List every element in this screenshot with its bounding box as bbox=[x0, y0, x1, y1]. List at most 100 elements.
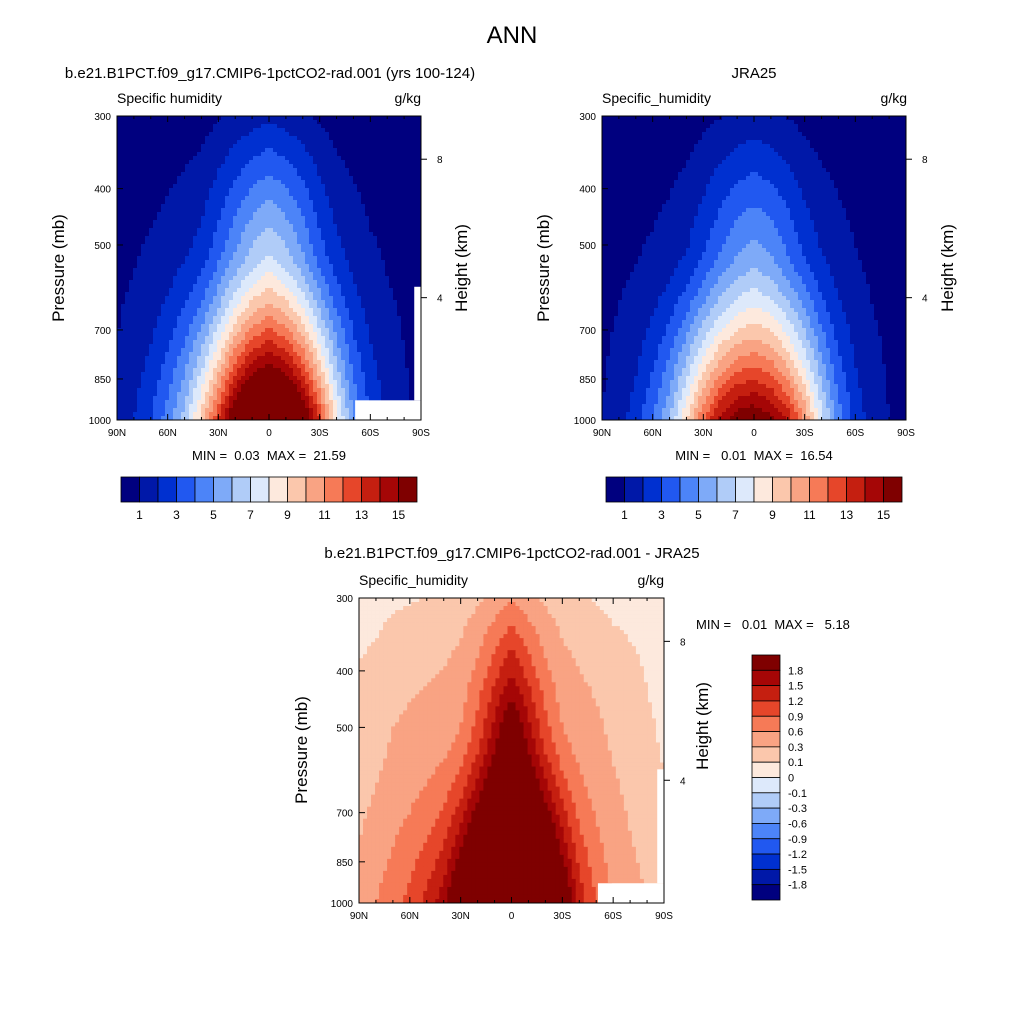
contour-cell bbox=[405, 344, 409, 348]
contour-cell bbox=[237, 236, 241, 240]
contour-cell bbox=[325, 336, 329, 340]
contour-cell bbox=[237, 212, 241, 216]
contour-cell bbox=[133, 164, 137, 168]
contour-cell bbox=[185, 212, 189, 216]
contour-cell bbox=[133, 268, 137, 272]
contour-cell bbox=[253, 308, 257, 312]
contour-cell bbox=[193, 340, 197, 344]
contour-cell bbox=[317, 236, 321, 240]
contour-cell bbox=[377, 128, 381, 132]
contour-cell bbox=[153, 124, 157, 128]
contour-cell bbox=[285, 168, 289, 172]
contour-cell bbox=[201, 148, 205, 152]
contour-cell bbox=[249, 240, 253, 244]
contour-cell bbox=[129, 324, 133, 328]
contour-cell bbox=[273, 128, 277, 132]
contour-cell bbox=[389, 268, 393, 272]
contour-cell bbox=[401, 120, 405, 124]
contour-cell bbox=[265, 188, 269, 192]
contour-cell bbox=[193, 228, 197, 232]
contour-cell bbox=[329, 336, 333, 340]
contour-cell bbox=[173, 328, 177, 332]
contour-cell bbox=[269, 136, 273, 140]
contour-cell bbox=[177, 272, 181, 276]
contour-cell bbox=[253, 340, 257, 344]
contour-cell bbox=[385, 332, 389, 336]
contour-cell bbox=[157, 164, 161, 168]
contour-cell bbox=[165, 212, 169, 216]
contour-cell bbox=[181, 364, 185, 368]
contour-cell bbox=[201, 284, 205, 288]
contour-cell bbox=[265, 240, 269, 244]
contour-cell bbox=[137, 176, 141, 180]
contour-cell bbox=[413, 212, 417, 216]
contour-cell bbox=[201, 356, 205, 360]
contour-cell bbox=[189, 320, 193, 324]
contour-cell bbox=[205, 168, 209, 172]
contour-cell bbox=[169, 304, 173, 308]
contour-cell bbox=[141, 228, 145, 232]
contour-cell bbox=[265, 320, 269, 324]
contour-cell bbox=[221, 140, 225, 144]
contour-cell bbox=[353, 160, 357, 164]
contour-cell bbox=[189, 244, 193, 248]
contour-cell bbox=[177, 332, 181, 336]
contour-cell bbox=[241, 144, 245, 148]
contour-cell bbox=[225, 304, 229, 308]
contour-cell bbox=[157, 208, 161, 212]
contour-cell bbox=[333, 248, 337, 252]
contour-cell bbox=[333, 272, 337, 276]
contour-cell bbox=[393, 240, 397, 244]
contour-cell bbox=[253, 176, 257, 180]
contour-cell bbox=[257, 348, 261, 352]
contour-cell bbox=[381, 152, 385, 156]
contour-cell bbox=[397, 140, 401, 144]
contour-cell bbox=[381, 156, 385, 160]
contour-cell bbox=[329, 264, 333, 268]
contour-cell bbox=[393, 184, 397, 188]
contour-cell bbox=[349, 212, 353, 216]
contour-cell bbox=[133, 260, 137, 264]
contour-cell bbox=[157, 136, 161, 140]
contour-cell bbox=[373, 176, 377, 180]
contour-cell bbox=[337, 336, 341, 340]
contour-cell bbox=[321, 288, 325, 292]
contour-cell bbox=[221, 196, 225, 200]
contour-cell bbox=[313, 116, 317, 120]
contour-cell bbox=[289, 160, 293, 164]
contour-cell bbox=[297, 268, 301, 272]
contour-cell bbox=[357, 212, 361, 216]
contour-cell bbox=[285, 360, 289, 364]
contour-cell bbox=[401, 236, 405, 240]
contour-cell bbox=[201, 132, 205, 136]
contour-cell bbox=[409, 344, 413, 348]
contour-cell bbox=[145, 224, 149, 228]
contour-cell bbox=[201, 208, 205, 212]
contour-cell bbox=[153, 128, 157, 132]
contour-cell bbox=[153, 228, 157, 232]
contour-cell bbox=[213, 364, 217, 368]
contour-cell bbox=[193, 320, 197, 324]
contour-cell bbox=[405, 216, 409, 220]
contour-cell bbox=[329, 228, 333, 232]
contour-cell bbox=[297, 284, 301, 288]
contour-cell bbox=[389, 160, 393, 164]
contour-cell bbox=[181, 144, 185, 148]
contour-cell bbox=[349, 280, 353, 284]
contour-cell bbox=[297, 280, 301, 284]
contour-cell bbox=[117, 160, 121, 164]
contour-cell bbox=[181, 344, 185, 348]
contour-cell bbox=[129, 156, 133, 160]
contour-cell bbox=[349, 184, 353, 188]
contour-cell bbox=[313, 336, 317, 340]
contour-cell bbox=[217, 236, 221, 240]
contour-cell bbox=[133, 296, 137, 300]
contour-cell bbox=[121, 268, 125, 272]
contour-cell bbox=[301, 360, 305, 364]
contour-cell bbox=[365, 272, 369, 276]
contour-cell bbox=[201, 352, 205, 356]
contour-cell bbox=[285, 288, 289, 292]
contour-cell bbox=[361, 356, 365, 360]
contour-cell bbox=[401, 332, 405, 336]
contour-cell bbox=[129, 336, 133, 340]
